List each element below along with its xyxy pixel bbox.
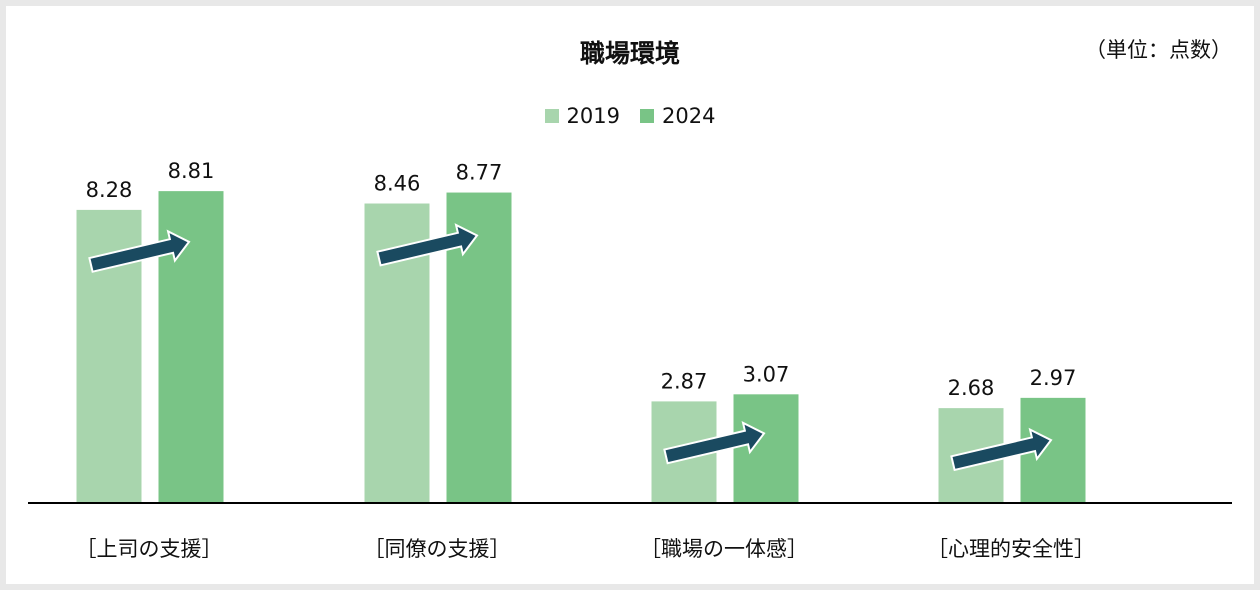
- trend-arrow-shape: [88, 229, 191, 273]
- chart-frame: 職場環境 （単位：点数） 2019 2024 8.28 8.81 ［上司の支援］ 8.…: [6, 6, 1254, 584]
- legend-item-2024: 2024: [640, 104, 715, 128]
- legend: 2019 2024: [6, 104, 1254, 128]
- unit-note: （単位：点数）: [1085, 38, 1232, 62]
- trend-arrow-0: [88, 229, 191, 273]
- trend-arrow-shape: [663, 421, 766, 465]
- trend-arrow-3: [950, 427, 1053, 472]
- legend-swatch-2024: [640, 109, 654, 123]
- legend-item-2019: 2019: [544, 104, 620, 128]
- bar-2024-0: [158, 191, 224, 503]
- trend-arrow-shape: [950, 427, 1053, 472]
- data-label-2024-3: 2.97: [1030, 366, 1077, 390]
- data-label-2024-2: 3.07: [743, 362, 790, 386]
- legend-swatch-2019: [544, 109, 559, 123]
- data-label-2024-0: 8.81: [168, 159, 215, 183]
- data-label-2024-1: 8.77: [456, 161, 503, 185]
- category-label-0: ［上司の支援］: [76, 537, 223, 561]
- data-label-2019-3: 2.68: [948, 376, 995, 400]
- legend-label-2024: 2024: [662, 104, 716, 128]
- trend-arrow-2: [663, 421, 766, 465]
- data-label-2019-2: 2.87: [661, 369, 708, 393]
- category-label-3: ［心理的安全性］: [927, 537, 1095, 561]
- category-label-2: ［職場の一体感］: [640, 537, 808, 561]
- trend-arrow-1: [376, 223, 479, 267]
- data-label-2019-1: 8.46: [374, 172, 421, 196]
- bar-2024-2: [733, 394, 799, 503]
- chart-title: 職場環境: [579, 39, 680, 68]
- legend-label-2019: 2019: [566, 104, 620, 128]
- trend-arrow-shape: [376, 223, 479, 267]
- data-label-2019-0: 8.28: [86, 178, 133, 202]
- category-label-1: ［同僚の支援］: [364, 537, 511, 561]
- bar-chart-plot: 8.28 8.81 ［上司の支援］ 8.46 8.77 ［同僚の支援］ 2.87 3.07 ［職…: [28, 159, 1232, 561]
